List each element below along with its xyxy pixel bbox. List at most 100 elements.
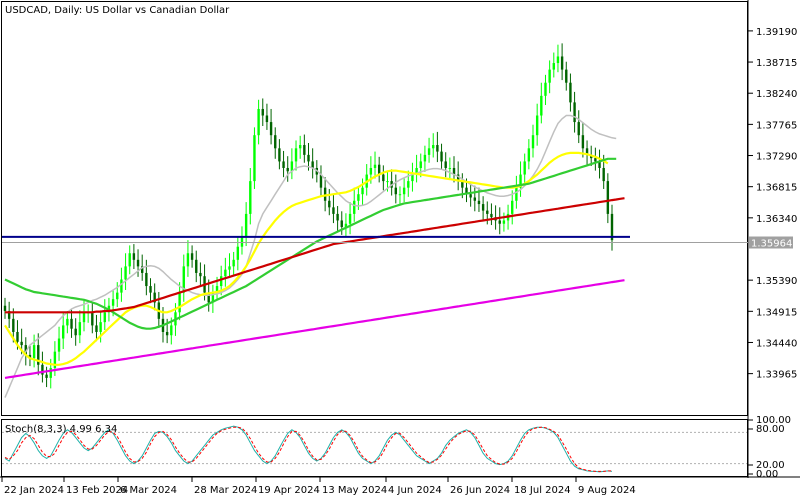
current-price-box [749,236,793,249]
candle-body [353,200,356,214]
ma-line [4,114,617,398]
time-tick-label: 22 Jan 2024 [4,485,64,496]
candle [382,165,385,191]
candle [560,43,564,81]
candle [195,250,198,283]
candle-body [207,292,210,303]
candle [319,165,323,197]
candle-body [531,135,535,149]
candle [311,148,314,179]
candle-body [116,292,119,300]
candle-body [481,204,485,211]
candle-body [402,187,406,195]
candle [577,110,580,144]
candle [240,226,244,255]
candle-body [344,223,348,228]
candle-body [228,266,231,270]
candle-body [57,338,61,352]
candle [398,186,402,205]
candle [511,190,514,225]
candle-body [581,135,585,149]
candle-body [398,194,402,196]
candle [95,314,98,342]
candle-body [82,312,86,323]
candle-body [78,322,82,336]
candle [249,167,252,225]
candle-body [140,266,144,273]
candle [199,262,202,287]
candle-body [278,148,281,162]
candle-body [7,310,11,319]
candle-body [548,69,551,83]
candle-body [556,56,560,64]
candle [390,169,393,196]
ma-line [4,279,625,379]
candle-body [153,292,156,303]
candle [3,297,7,319]
candle-body [282,161,285,168]
candle [74,318,77,346]
candle-body [232,259,235,267]
candle-body [240,236,244,247]
candle [7,301,11,329]
moving-averages [4,114,625,398]
candle-body [569,82,572,103]
candle [323,177,327,212]
candle [365,164,368,196]
candle [448,157,452,179]
candle [286,156,289,182]
candle-body [290,161,294,172]
candle [332,194,335,224]
candle-body [594,158,597,162]
candle-body [535,115,539,136]
candle-body [307,154,310,162]
candle [228,253,231,278]
candle [290,148,294,180]
candle [481,196,485,220]
current-price-label: 1.35964 [751,239,792,250]
candle-body [244,213,248,237]
candle [394,174,398,204]
candle [298,135,302,159]
candle-body [519,174,522,188]
candle-body [332,207,335,214]
price-tick-label: 1.33965 [756,370,797,381]
candle [519,161,522,197]
candle [548,60,551,94]
candle-body [386,181,389,183]
candle [444,152,447,178]
price-tick-label: 1.39190 [756,27,797,38]
candle-body [70,318,73,329]
candle [415,154,418,183]
candle-body [215,286,219,293]
candle-body [515,187,518,201]
candle-body [66,318,69,326]
chart-title: USDCAD, Daily: US Dollar vs Canadian Dol… [5,5,230,16]
candle-body [211,292,215,303]
candle [440,143,443,170]
candle-body [178,292,181,313]
candle-body [511,200,514,214]
candle [432,133,435,158]
candle [490,203,493,226]
candle-body [257,108,260,136]
candle [261,98,264,127]
candle-body [3,305,7,311]
candle [37,333,40,376]
candle-body [311,161,314,168]
candle [402,178,406,203]
candle [581,122,585,158]
candle-body [523,161,526,175]
candle-body [552,63,555,70]
candle [128,245,131,275]
candle [224,257,227,287]
candle-body [461,181,464,188]
candle-body [328,200,331,208]
horizontal-line-group: 1.35964 [2,235,793,250]
candle-body [182,266,185,293]
time-tick-label: 26 Jun 2024 [450,485,510,496]
candle [540,82,543,124]
candle [70,309,73,338]
